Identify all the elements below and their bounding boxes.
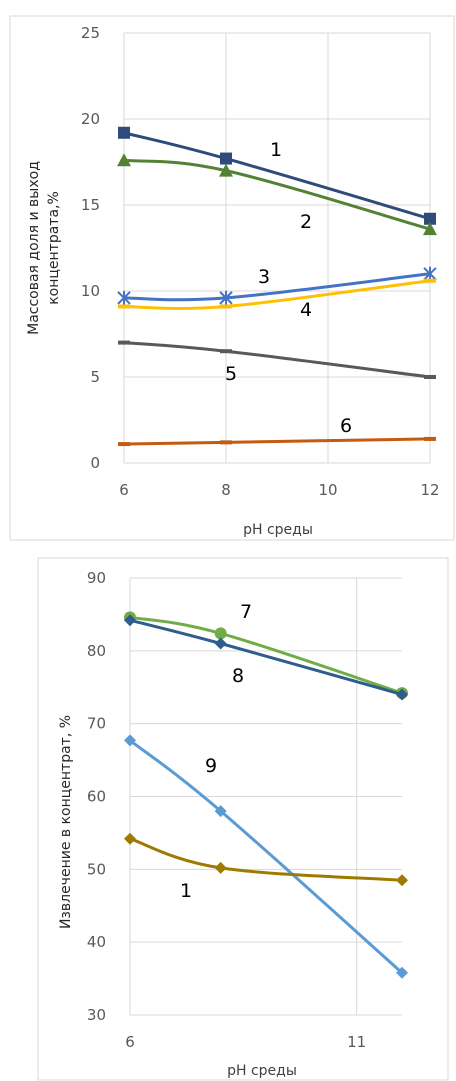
chart2-series-label: 7 <box>240 601 252 623</box>
chart1-series-1-point <box>220 152 232 165</box>
chart2-series-label: 9 <box>205 755 217 777</box>
chart1-series-6-point <box>118 442 130 447</box>
chart1-series-1-point <box>118 126 130 139</box>
chart2-series-8-point <box>124 614 136 627</box>
chart1-series-3-point <box>423 266 437 281</box>
chart2-y-tick-label: 50 <box>87 860 106 878</box>
chart1-series-label: 3 <box>258 266 270 288</box>
chart2-series-1-point <box>124 832 136 845</box>
chart2-series-8-point <box>396 688 408 701</box>
chart2-x-axis-label: pH среды <box>227 1063 297 1079</box>
chart2-gridlines <box>129 577 402 1016</box>
chart2-y-tick-label: 40 <box>87 933 106 951</box>
chart1-series-label: 5 <box>225 363 237 385</box>
chart2-y-axis-label: Извлечение в концентрат, % <box>58 715 74 929</box>
chart1-series-4-line <box>122 279 432 311</box>
chart2-x-tick-label: 6 <box>125 1033 135 1051</box>
chart2-series-8-point <box>214 637 227 650</box>
chart1-series-6-point <box>424 436 436 441</box>
chart2-series-9-point <box>214 805 227 818</box>
chart2-y-tick-label: 70 <box>87 715 106 733</box>
chart2-y-tick-label: 30 <box>87 1006 106 1024</box>
chart2-y-tick-label: 80 <box>87 642 106 660</box>
chart1-y-axis-label-line2: концентрата,% <box>46 191 62 305</box>
chart2-series-9-point <box>124 734 136 747</box>
chart1-series-label: 6 <box>340 415 352 437</box>
chart1-y-tick-label: 10 <box>81 282 100 300</box>
chart2-series-1-point <box>214 861 227 874</box>
chart1-series-2-line <box>122 158 432 231</box>
chart1-series-2-point <box>219 163 233 177</box>
chart2-y-tick-label: 60 <box>87 788 106 806</box>
chart2-series-label: 1 <box>180 880 192 902</box>
chart1-series-5-point <box>424 375 436 379</box>
chart1-series-2-point <box>423 222 437 236</box>
chart2-series-1-point <box>396 874 408 887</box>
chart1-y-tick-label: 0 <box>90 454 100 472</box>
chart1-y-tick-label: 5 <box>90 368 100 386</box>
chart1-series-label: 1 <box>270 139 282 161</box>
chart2-series-7-point <box>214 627 227 640</box>
chart1-series-5-point <box>118 340 130 345</box>
chart2-x-tick-label: 11 <box>347 1033 366 1051</box>
chart1-series-2-point <box>117 153 131 167</box>
chart1-series-3-point <box>117 290 131 305</box>
chart1-x-tick-label: 8 <box>221 481 231 499</box>
chart2-tick-labels: 30 40 50 60 70 80 90 6 11 <box>87 569 366 1051</box>
chart1-x-tick-label: 6 <box>119 481 129 499</box>
chart1-gridlines <box>123 32 431 464</box>
chart1-y-axis-label-line1: Массовая доля и выход <box>26 161 42 335</box>
chart1-series-5-point <box>220 349 232 354</box>
chart1-y-tick-label: 25 <box>81 24 100 42</box>
chart2-series-8-line <box>128 618 404 696</box>
chart1-series-3-line <box>122 272 432 302</box>
chart1-series-label: 2 <box>300 211 312 233</box>
chart2-y-tick-label: 90 <box>87 569 106 587</box>
chart2-series-1-line <box>128 837 404 882</box>
chart1-series-5-line <box>122 341 432 379</box>
chart1-series <box>117 126 437 447</box>
chart1-series-6-point <box>220 440 232 445</box>
chart1-series-6-line <box>122 437 432 446</box>
chart1-series-4-point <box>424 278 436 283</box>
chart1-x-tick-label: 10 <box>318 481 337 499</box>
chart1-series-1-line <box>122 131 432 221</box>
chart2-series-label: 8 <box>232 665 244 687</box>
chart1-x-axis-label: pH среды <box>243 522 313 538</box>
chart1-series-3-point <box>219 290 233 305</box>
chart1-series-labels: 1 2 3 4 5 6 <box>225 139 352 437</box>
chart1-series-label: 4 <box>300 299 312 321</box>
chart2-series-9-line <box>128 738 404 975</box>
chart2-series-9-point <box>396 966 408 979</box>
chart1-series-4-point <box>220 304 232 309</box>
chart1-y-tick-label: 20 <box>81 110 100 128</box>
chart2-series-7-line <box>128 615 404 695</box>
chart1-frame <box>9 15 455 541</box>
chart2-series <box>124 611 408 979</box>
chart2-frame <box>37 557 449 1081</box>
chart2-series-labels: 7 8 9 1 <box>180 601 252 902</box>
chart1-y-tick-label: 15 <box>81 196 100 214</box>
chart1-series-1-point <box>424 212 436 225</box>
chart1-series-4-point <box>118 304 130 309</box>
chart1-x-tick-label: 12 <box>420 481 439 499</box>
